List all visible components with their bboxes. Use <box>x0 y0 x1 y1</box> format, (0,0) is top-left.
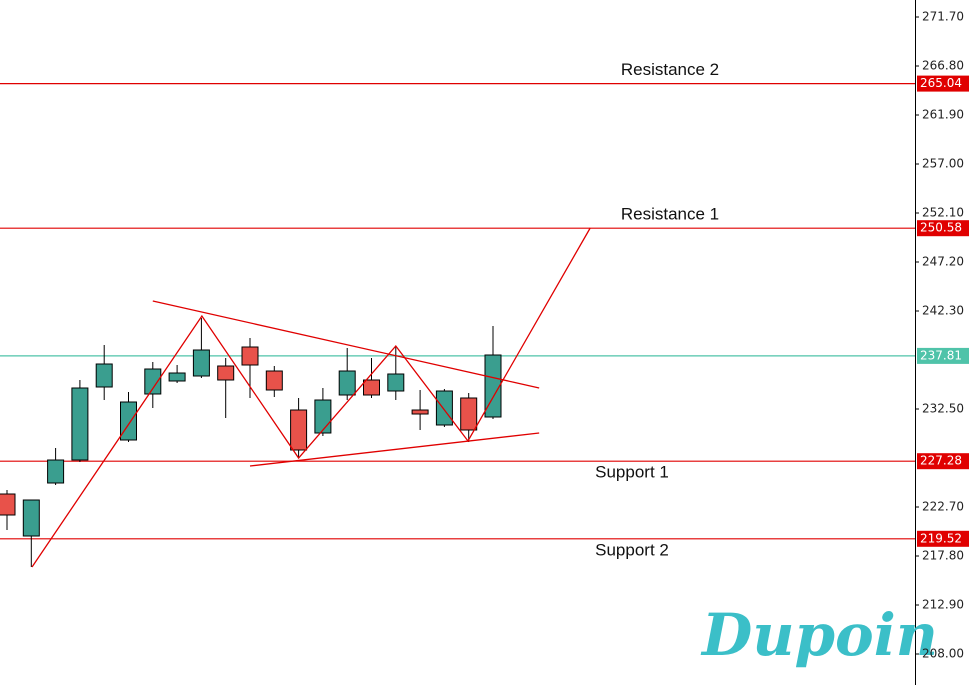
y-tick-label: 271.70 <box>922 10 964 24</box>
candle-body <box>241 346 259 366</box>
candle-body <box>387 373 405 392</box>
candle-body <box>290 409 308 451</box>
price-marker-label: 237.81 <box>920 348 962 362</box>
price-marker-label: 219.52 <box>920 531 962 545</box>
candle-body <box>265 370 283 391</box>
candle-body <box>71 387 89 461</box>
candle-body <box>314 399 332 434</box>
y-tick-label: 252.10 <box>922 206 964 220</box>
candle-body <box>411 409 429 415</box>
candle-body <box>22 499 40 537</box>
price-marker <box>917 530 969 547</box>
y-tick-label: 266.80 <box>922 59 964 73</box>
trend-line <box>249 432 540 467</box>
candle-body <box>0 493 16 516</box>
price-marker-label: 250.58 <box>920 221 962 235</box>
y-tick-label: 232.50 <box>922 402 964 416</box>
y-tick-label: 261.90 <box>922 108 964 122</box>
candle-body <box>47 459 65 484</box>
price-marker-label: 265.04 <box>920 76 962 90</box>
y-tick-label: 242.30 <box>922 304 964 318</box>
level-label: Resistance 1 <box>621 205 719 224</box>
price-marker <box>917 347 969 364</box>
price-marker <box>917 75 969 92</box>
candle-body <box>192 349 210 377</box>
price-marker-label: 227.28 <box>920 454 962 468</box>
y-tick-label: 212.90 <box>922 598 964 612</box>
y-tick-label: 257.00 <box>922 157 964 171</box>
y-tick-label: 208.00 <box>922 647 964 661</box>
candle-body <box>338 370 356 396</box>
price-marker <box>917 453 969 470</box>
y-tick-label: 247.20 <box>922 255 964 269</box>
price-marker <box>917 220 969 237</box>
candle-body <box>435 390 453 426</box>
candle-body <box>95 363 113 388</box>
candle-body <box>484 354 502 418</box>
candle-body <box>460 397 478 431</box>
candle-body <box>363 379 380 396</box>
candle-body <box>144 368 162 395</box>
y-tick-label: 217.80 <box>922 549 964 563</box>
candle-body <box>120 401 137 441</box>
candle-body <box>217 365 235 381</box>
level-label: Support 2 <box>595 540 669 559</box>
candle-body <box>168 372 186 382</box>
trend-line <box>31 227 591 568</box>
y-tick-label: 222.70 <box>922 500 964 514</box>
level-label: Support 1 <box>595 463 669 482</box>
level-label: Resistance 2 <box>621 60 719 79</box>
trend-line <box>152 300 540 389</box>
watermark: Dupoin <box>700 601 938 669</box>
